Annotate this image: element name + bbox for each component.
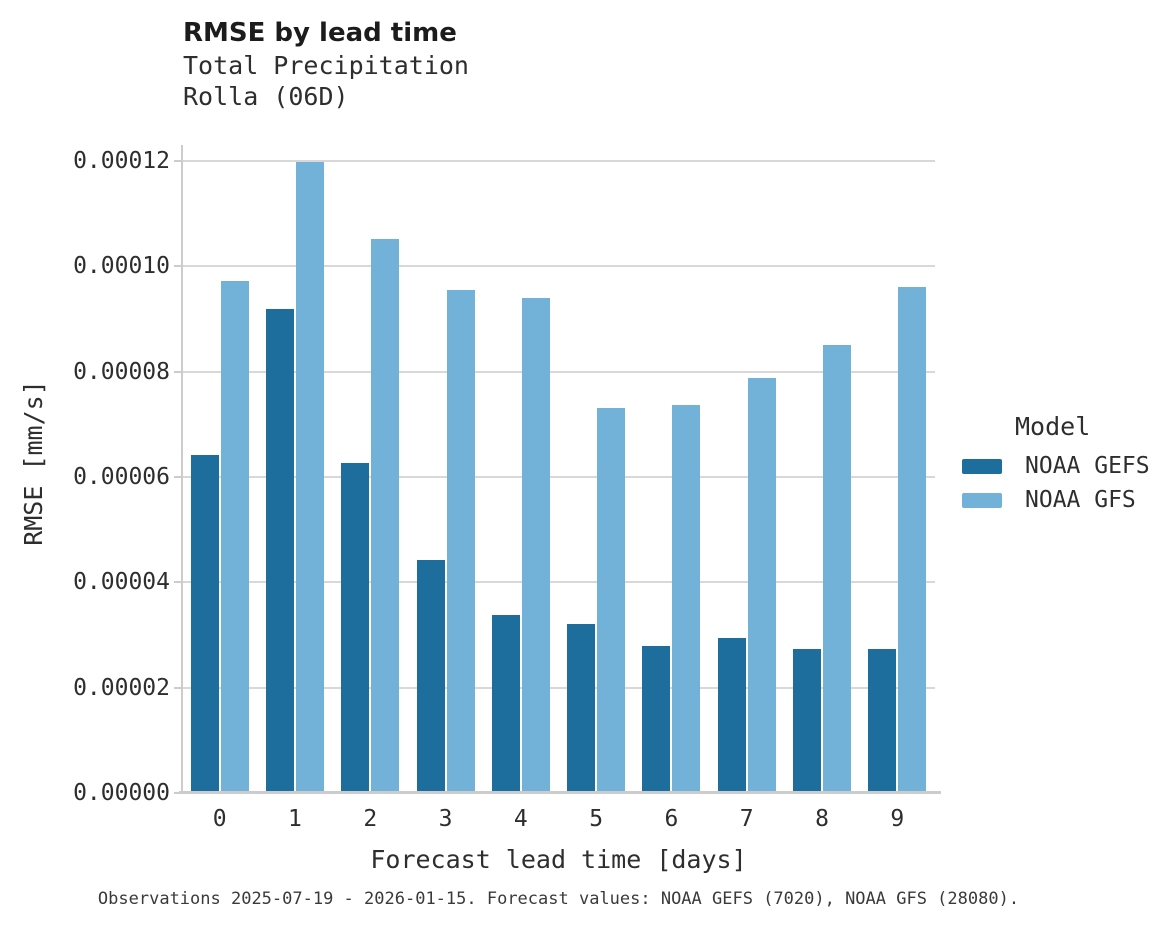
- plot-area: [174, 145, 941, 794]
- chart-subtitle-station: Rolla (06D): [183, 82, 349, 111]
- gridline: [182, 581, 935, 584]
- bar-group-lead-8: [784, 145, 859, 793]
- x-axis-tick-labels: 0 1 2 3 4 5 6 7 8 9: [182, 806, 935, 832]
- y-tick-label: 0.00004: [73, 569, 170, 596]
- x-tick-label: 4: [513, 806, 528, 832]
- y-tick-label: 0.00012: [73, 147, 170, 174]
- bar-noaa-gfs-lead-9: [898, 286, 927, 793]
- y-tick-label: 0.00006: [73, 463, 170, 490]
- bar-noaa-gefs-lead-3: [416, 559, 445, 793]
- bar-noaa-gefs-lead-1: [265, 308, 294, 793]
- legend-entry-noaa-gefs: NOAA GEFS: [962, 449, 1150, 483]
- x-tick-label: 1: [288, 806, 302, 832]
- x-tick-label: 9: [890, 806, 905, 832]
- x-tick-label: 3: [438, 806, 453, 832]
- legend-title: Model: [1015, 412, 1091, 441]
- legend-entry-noaa-gfs: NOAA GFS: [962, 483, 1150, 517]
- y-tick-label: 0.00002: [73, 674, 170, 701]
- bar-noaa-gfs-lead-5: [597, 407, 626, 793]
- bar-noaa-gefs-lead-5: [567, 623, 596, 793]
- x-tick-label: 7: [739, 806, 754, 832]
- bar-group-lead-4: [483, 145, 558, 793]
- bar-noaa-gfs-lead-1: [295, 162, 324, 793]
- legend: Model NOAA GEFS NOAA GFS: [962, 412, 1150, 517]
- y-tick-mark: [174, 475, 181, 478]
- bar-group-lead-1: [257, 145, 332, 793]
- legend-swatch-noaa-gefs: [962, 458, 1002, 474]
- y-tick-mark: [174, 370, 181, 373]
- bar-group-lead-6: [634, 145, 709, 793]
- y-axis-spine: [181, 145, 183, 793]
- bar-noaa-gefs-lead-6: [642, 646, 671, 793]
- bar-noaa-gefs-lead-9: [868, 649, 897, 793]
- gridline: [182, 159, 935, 162]
- bar-noaa-gefs-lead-7: [717, 638, 746, 793]
- bar-noaa-gfs-lead-3: [446, 290, 475, 793]
- bar-group-lead-3: [408, 145, 483, 793]
- legend-swatch-noaa-gfs: [962, 492, 1002, 508]
- x-tick-label: 6: [664, 806, 679, 832]
- y-tick-mark: [174, 686, 181, 689]
- legend-label-noaa-gfs: NOAA GFS: [1025, 487, 1136, 513]
- bar-group-lead-9: [860, 145, 935, 793]
- x-tick-label: 5: [589, 806, 604, 832]
- bar-noaa-gefs-lead-8: [793, 649, 822, 793]
- bar-group-lead-5: [558, 145, 633, 793]
- bar-noaa-gfs-lead-0: [220, 280, 249, 793]
- x-axis-line: [179, 791, 941, 794]
- x-tick-label: 2: [363, 806, 378, 832]
- y-tick-mark: [174, 581, 181, 584]
- x-tick-label: 8: [815, 806, 829, 832]
- bar-noaa-gefs-lead-2: [341, 463, 370, 793]
- y-tick-label: 0.00000: [73, 780, 170, 806]
- gridline: [182, 686, 935, 689]
- bar-group-lead-0: [182, 145, 257, 793]
- x-axis-title: Forecast lead time [days]: [370, 845, 747, 874]
- gridline: [182, 370, 935, 373]
- gridline: [182, 475, 935, 478]
- bar-noaa-gefs-lead-4: [491, 614, 520, 793]
- y-tick-mark: [174, 159, 181, 162]
- bar-noaa-gfs-lead-8: [823, 344, 852, 793]
- bar-group-lead-7: [709, 145, 784, 793]
- y-tick-label: 0.00008: [73, 358, 170, 385]
- bar-series-container: [182, 145, 935, 793]
- y-tick-mark: [174, 265, 181, 268]
- bar-noaa-gfs-lead-2: [371, 239, 400, 793]
- chart-title: RMSE by lead time: [183, 18, 457, 48]
- x-tick-label: 0: [212, 806, 227, 832]
- bar-noaa-gfs-lead-6: [672, 404, 701, 793]
- y-tick-mark: [174, 792, 181, 794]
- y-tick-label: 0.00010: [73, 253, 170, 280]
- chart-subtitle-variable: Total Precipitation: [183, 51, 469, 80]
- bar-group-lead-2: [333, 145, 408, 793]
- chart-caption: Observations 2025-07-19 - 2026-01-15. Fo…: [97, 889, 1020, 909]
- bar-noaa-gfs-lead-4: [521, 297, 550, 793]
- gridline: [182, 265, 935, 268]
- bar-noaa-gfs-lead-7: [747, 377, 776, 793]
- bar-noaa-gefs-lead-0: [190, 454, 219, 793]
- legend-label-noaa-gefs: NOAA GEFS: [1025, 453, 1150, 479]
